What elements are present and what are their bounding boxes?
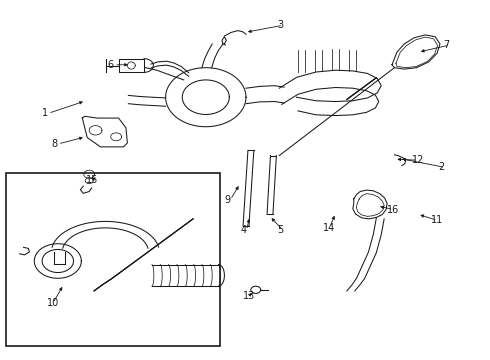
Text: 2: 2 [439,162,445,172]
Text: 16: 16 [387,204,399,215]
Bar [6,173,220,346]
Text: 8: 8 [51,139,58,149]
Text: 6: 6 [108,60,114,70]
Text: 1: 1 [42,108,48,118]
Text: 5: 5 [277,225,283,235]
Text: 15: 15 [86,175,98,185]
Text: 11: 11 [431,215,443,225]
Text: 7: 7 [443,40,450,50]
Text: 3: 3 [277,20,283,30]
Text: 14: 14 [323,222,336,233]
Text: 12: 12 [412,155,424,165]
Bar [119,59,144,72]
Text: 4: 4 [240,225,246,235]
Text: 9: 9 [224,195,230,205]
Text: 10: 10 [47,298,59,308]
Text: 13: 13 [243,291,255,301]
